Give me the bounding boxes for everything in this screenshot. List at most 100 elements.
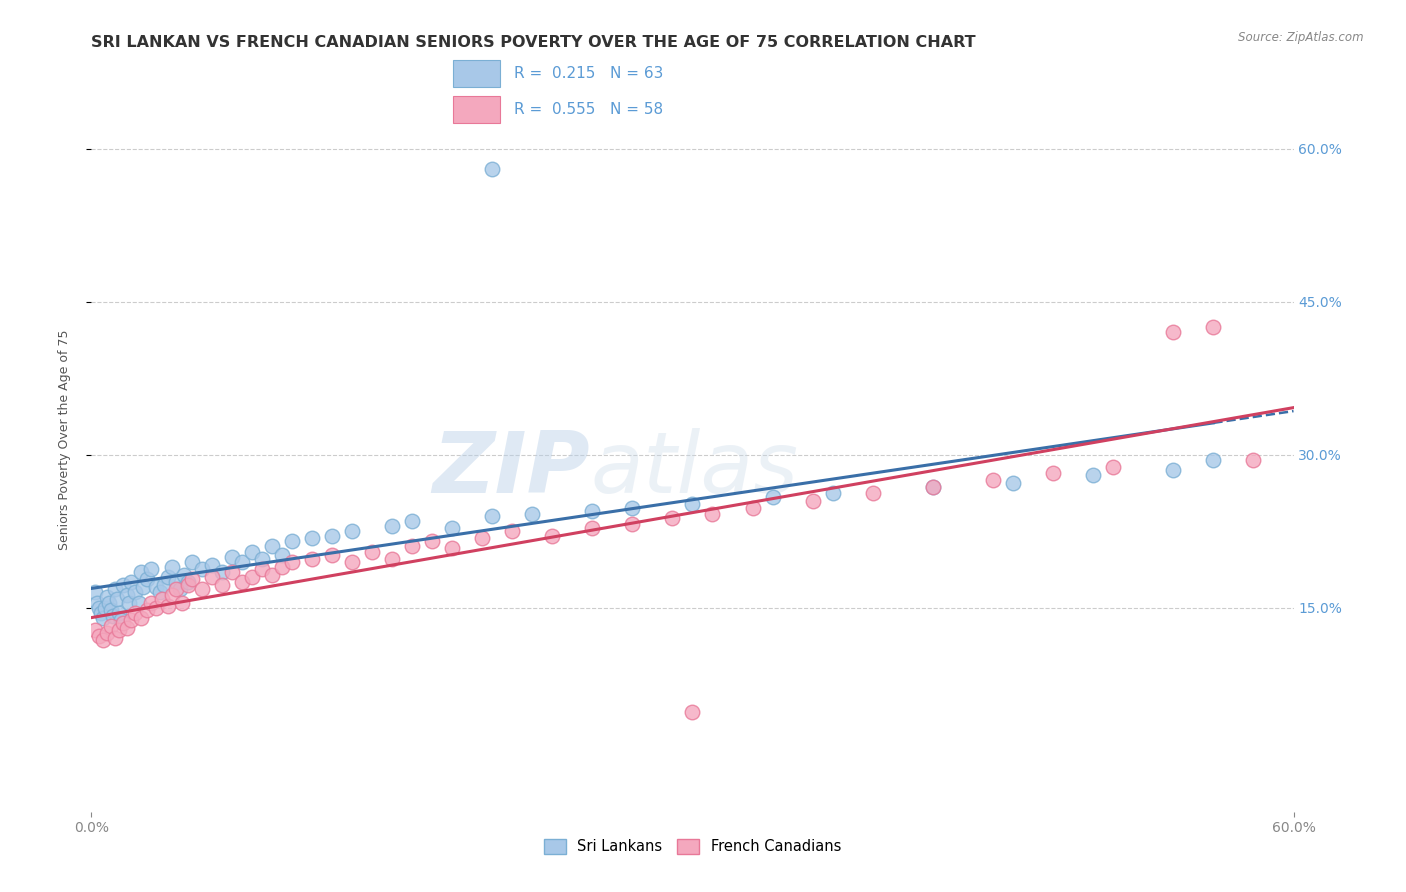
Point [581,521,603,535]
Point [420,534,443,549]
Text: ZIP: ZIP [433,427,591,510]
Point [117,621,139,635]
Point [260,568,283,582]
Point [190,582,212,597]
Point [84,623,107,637]
Text: R =  0.215   N = 63: R = 0.215 N = 63 [513,66,664,81]
Point [131,611,153,625]
Point [281,555,304,569]
Point [121,575,143,590]
Point [821,486,844,500]
Point [440,521,463,535]
Point [118,596,141,610]
Point [401,514,423,528]
Point [862,486,884,500]
Point [160,589,183,603]
Point [89,629,111,643]
Point [110,613,132,627]
Point [128,596,150,610]
Point [381,519,404,533]
Point [981,473,1004,487]
Point [621,516,644,531]
Point [121,613,143,627]
Point [124,606,146,620]
Point [621,500,644,515]
Point [1243,452,1265,467]
Point [156,599,179,613]
Point [136,603,159,617]
Point [152,578,174,592]
Point [201,558,224,572]
Point [541,529,564,543]
Point [169,582,191,597]
Point [173,568,195,582]
Point [112,578,135,592]
Point [281,534,304,549]
Point [221,565,243,579]
Point [136,572,159,586]
Point [176,575,198,590]
Point [90,606,112,620]
Point [240,570,263,584]
Point [89,600,111,615]
Point [94,600,117,615]
Point [145,600,167,615]
Point [156,570,179,584]
Point [301,531,323,545]
Point [321,548,343,562]
Text: atlas: atlas [591,427,799,510]
Text: R =  0.555   N = 58: R = 0.555 N = 58 [513,102,662,117]
FancyBboxPatch shape [453,96,501,123]
Point [132,580,155,594]
Point [1202,452,1225,467]
Point [321,529,343,543]
Point [1083,468,1105,483]
Point [84,585,107,599]
Point [150,592,173,607]
Text: Source: ZipAtlas.com: Source: ZipAtlas.com [1239,31,1364,45]
Point [165,575,187,590]
Point [141,596,163,610]
Point [741,500,763,515]
Point [100,603,122,617]
Point [1163,325,1185,339]
Point [481,161,503,176]
Point [471,531,494,545]
Point [165,582,187,597]
Point [160,559,183,574]
Point [702,507,724,521]
Point [107,592,129,607]
Point [260,540,283,554]
Point [141,562,163,576]
Point [801,493,824,508]
Point [104,632,127,646]
Point [180,555,202,569]
Point [108,623,131,637]
Point [108,606,131,620]
Point [176,578,198,592]
FancyBboxPatch shape [453,60,501,87]
Point [440,541,463,556]
Point [340,524,363,538]
Point [501,524,523,538]
Point [1163,463,1185,477]
Point [221,549,243,564]
Point [231,575,253,590]
Point [381,551,404,566]
Point [360,544,382,558]
Point [401,540,423,554]
Point [250,562,273,576]
Point [103,608,125,623]
Point [180,572,202,586]
Point [581,504,603,518]
Point [100,619,122,633]
Point [145,580,167,594]
Point [661,511,683,525]
Point [681,705,703,719]
Point [1042,466,1064,480]
Point [762,491,785,505]
Point [148,585,170,599]
Point [522,507,544,521]
Point [1102,459,1125,474]
Point [98,596,121,610]
